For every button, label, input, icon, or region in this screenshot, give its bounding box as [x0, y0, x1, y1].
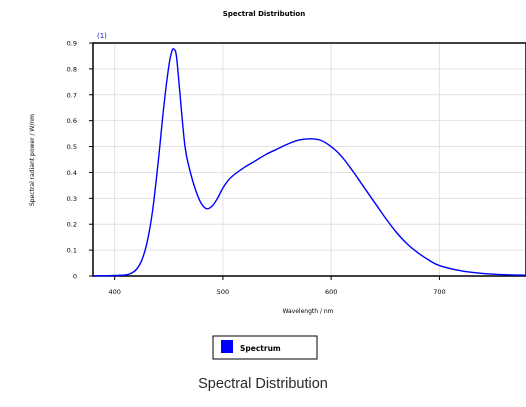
x-tick-label: 600: [325, 288, 337, 296]
y-tick-label: 0.7: [67, 91, 77, 99]
x-axis-label: Wavelength / nm: [282, 308, 333, 315]
y-tick-label: 0.8: [67, 65, 77, 73]
x-tick-label: 700: [433, 288, 445, 296]
y-axis: 0 0.1 0.2 0.3 0.4 0.5 0.6 0.7 0.8 0.9: [67, 40, 93, 281]
y-tick-label: 0.1: [67, 247, 77, 255]
series-line-spectrum: [92, 48, 526, 277]
legend: Spectrum: [212, 335, 318, 360]
legend-box: [212, 335, 318, 360]
annotation-label: (1): [97, 32, 107, 40]
chart-title: Spectral Distribution: [223, 10, 305, 18]
plot-frame: [92, 42, 526, 277]
y-tick-label: 0.5: [67, 143, 77, 151]
y-tick-label: 0.3: [67, 195, 77, 203]
y-tick-label: 0.9: [67, 40, 77, 48]
x-axis: 400 500 600 700: [108, 276, 446, 296]
x-tick-label: 500: [217, 288, 229, 296]
figure-caption: Spectral Distribution: [198, 376, 328, 392]
y-tick-label: 0.6: [67, 117, 77, 125]
legend-label: Spectrum: [240, 344, 281, 353]
legend-swatch: [221, 340, 233, 353]
y-tick-label: 0: [73, 273, 77, 281]
y-tick-label: 0.4: [67, 169, 77, 177]
y-axis-label: Spectral radiant power / W/nm: [29, 114, 36, 206]
y-tick-label: 0.2: [67, 221, 77, 229]
series-group: [92, 48, 526, 277]
x-tick-label: 400: [108, 288, 120, 296]
